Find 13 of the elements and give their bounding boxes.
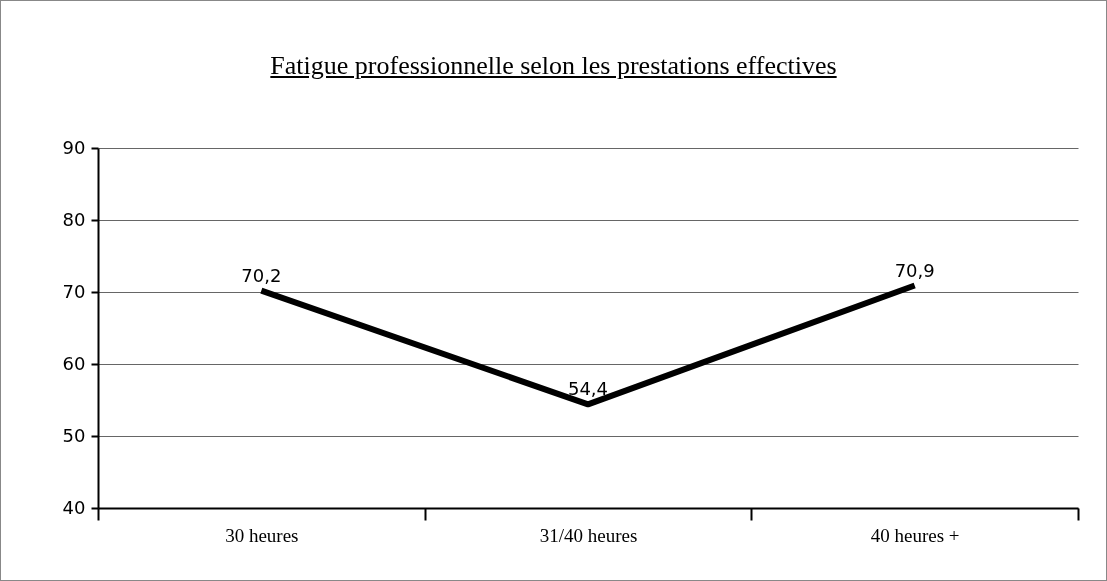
- x-tick-label: 40 heures +: [870, 524, 960, 546]
- y-tick-label: 70: [62, 280, 86, 302]
- data-label: 70,9: [894, 259, 935, 281]
- y-tick-label: 60: [62, 352, 86, 374]
- chart-title: Fatigue professionnelle selon les prestations effectives: [269, 51, 838, 81]
- y-tick-label: 50: [62, 424, 86, 446]
- data-label: 54,4: [567, 378, 609, 400]
- x-tick-label: 30 heures: [225, 524, 299, 546]
- data-label: 70,2: [241, 264, 282, 286]
- y-tick-label: 90: [62, 136, 86, 158]
- y-tick-label: 40: [62, 496, 86, 518]
- x-tick-label: 31/40 heures: [539, 524, 638, 546]
- y-tick-label: 80: [62, 208, 86, 230]
